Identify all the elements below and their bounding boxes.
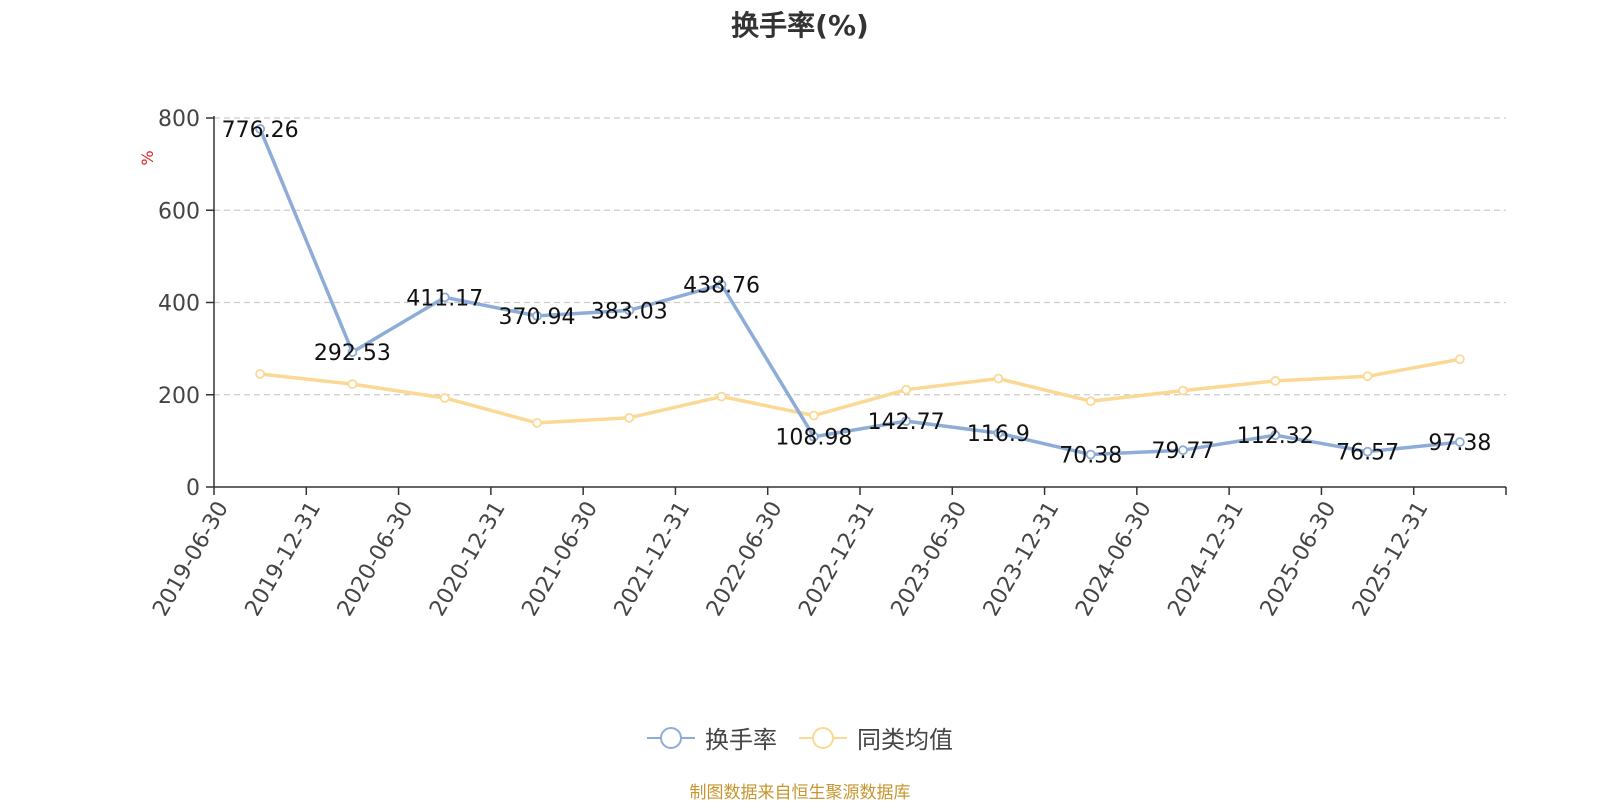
point-s0-12	[1362, 446, 1373, 457]
point-s1-10	[1178, 385, 1188, 396]
point-s0-10	[1178, 445, 1188, 456]
chart-title: 换手率(%)	[731, 9, 869, 42]
series-line-1	[259, 357, 1461, 425]
y-tick-label-400: 400	[158, 292, 200, 317]
grid-lines	[214, 117, 1506, 396]
x-tick-label-2021-12-31: 2021-12-31	[610, 497, 696, 620]
y-tick-label-600: 600	[158, 199, 200, 224]
data-label-13: 97.38	[1428, 431, 1491, 456]
point-s1-9	[1085, 396, 1096, 407]
data-label-1: 292.53	[314, 341, 391, 366]
legend-turnover-line-icon	[647, 726, 695, 750]
x-tick-label-2025-12-31: 2025-12-31	[1348, 497, 1434, 620]
point-s0-0	[255, 124, 266, 134]
point-s0-11	[1270, 430, 1281, 441]
point-s0-5	[716, 279, 727, 290]
point-s0-1	[347, 347, 358, 357]
y-axis-title: %	[138, 150, 157, 165]
x-tick-label-2024-12-31: 2024-12-31	[1163, 497, 1249, 620]
point-s0-4	[624, 305, 635, 316]
point-s0-3	[532, 311, 542, 321]
data-label-0: 776.26	[222, 118, 299, 143]
point-s1-12	[1362, 371, 1373, 382]
legend-peer-average-label: 同类均值	[857, 726, 953, 754]
x-tick-label-2025-06-30: 2025-06-30	[1256, 497, 1342, 620]
x-tick-label-2021-06-30: 2021-06-30	[517, 497, 603, 620]
data-label-7: 142.77	[868, 410, 945, 435]
point-s1-2	[439, 393, 450, 403]
y-tick-label-800: 800	[158, 107, 200, 132]
data-label-11: 112.32	[1237, 424, 1314, 449]
data-label-4: 383.03	[591, 299, 668, 324]
point-s0-13	[1454, 437, 1465, 447]
legend-item-peer-average[interactable]: 同类均值	[799, 720, 953, 755]
data-label-6: 108.98	[775, 426, 852, 451]
y-tick-label-0: 0	[186, 476, 200, 501]
x-tick-label-2024-06-30: 2024-06-30	[1071, 497, 1157, 620]
x-tick-label-2020-06-30: 2020-06-30	[333, 497, 419, 620]
data-label-9: 70.38	[1059, 444, 1122, 469]
point-s1-5	[716, 391, 727, 402]
point-s0-7	[901, 416, 912, 427]
point-s1-11	[1270, 376, 1281, 386]
point-s0-2	[439, 292, 450, 303]
point-s1-1	[347, 379, 358, 390]
data-label-10: 79.77	[1152, 439, 1215, 464]
series	[255, 124, 1465, 460]
point-s0-6	[808, 431, 819, 442]
legend-turnover-label: 换手率	[705, 726, 777, 754]
legend-peer-average-line-icon	[799, 726, 847, 750]
point-s1-0	[255, 369, 266, 379]
data-label-12: 76.57	[1336, 441, 1399, 466]
point-s0-9	[1085, 449, 1096, 460]
x-tick-label-2022-06-30: 2022-06-30	[702, 497, 788, 620]
point-s1-3	[532, 417, 542, 428]
point-s1-4	[624, 412, 635, 423]
legend-item-turnover[interactable]: 换手率	[647, 720, 777, 755]
x-tick-label-2019-06-30: 2019-06-30	[148, 497, 234, 620]
point-s0-8	[993, 428, 1004, 438]
data-label-8: 116.9	[967, 422, 1030, 447]
series-line-0	[258, 128, 1461, 457]
x-tick-label-2020-12-31: 2020-12-31	[425, 497, 511, 620]
x-tick-label-2022-12-31: 2022-12-31	[794, 497, 880, 620]
point-s1-6	[808, 410, 819, 421]
y-tick-label-200: 200	[158, 384, 200, 409]
data-label-2: 411.17	[406, 286, 483, 311]
point-s1-7	[901, 384, 912, 395]
x-tick-label-2019-12-31: 2019-12-31	[241, 497, 327, 620]
point-s1-13	[1454, 354, 1465, 365]
legend: 换手率 同类均值	[0, 720, 1600, 755]
data-label-3: 370.94	[499, 305, 576, 330]
point-s1-8	[993, 373, 1004, 384]
data-label-5: 438.76	[683, 274, 760, 299]
source-note: 制图数据来自恒生聚源数据库	[689, 783, 911, 803]
x-tick-label-2023-12-31: 2023-12-31	[979, 497, 1065, 620]
x-tick-label-2023-06-30: 2023-06-30	[887, 497, 973, 620]
data-labels: 776.26 292.53 411.17 370.94 383.03 438.76 108.…	[222, 118, 1492, 469]
